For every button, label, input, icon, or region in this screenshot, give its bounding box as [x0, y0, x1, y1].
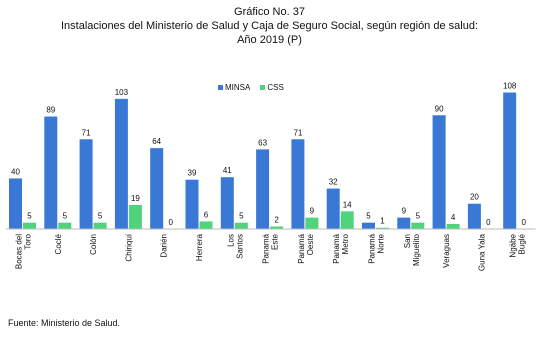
legend-swatch-minsa: [218, 85, 223, 90]
tick-label-veraguas: Veraguas: [442, 234, 451, 268]
data-label-css-panama-metro: 14: [343, 200, 352, 209]
data-label-css-colon: 5: [98, 212, 103, 221]
tick-label-guna-yala: Guna Yala: [477, 233, 486, 271]
data-label-minsa-panama-este: 63: [258, 138, 267, 147]
bar-css-herrera: [199, 221, 213, 229]
legend-swatch-css: [260, 85, 266, 90]
tick-label-cocle: Coclé: [54, 233, 63, 254]
tick-label-panama-oeste: PanamáOeste: [297, 233, 315, 263]
data-label-minsa-veraguas: 90: [435, 104, 444, 113]
bar-css-cocle: [58, 222, 72, 229]
data-label-minsa-panama-norte: 5: [366, 212, 371, 221]
chart-subtitle-year: Año 2019 (P): [237, 34, 302, 46]
bar-minsa-los-santos: [220, 177, 234, 229]
data-label-css-bocas-del-toro: 5: [27, 212, 32, 221]
data-label-minsa-herrera: 39: [188, 169, 197, 178]
chart-subtitle: Instalaciones del Ministerio de Salud y …: [60, 20, 479, 32]
tick-label-san-miguelito: SanMiguelito: [403, 233, 421, 266]
data-label-minsa-panama-metro: 32: [329, 178, 338, 187]
bar-minsa-san-miguelito: [397, 217, 411, 229]
tick-label-panama-este: PanamáEste: [262, 233, 280, 263]
data-label-minsa-cocle: 89: [46, 106, 55, 115]
chart-title: Gráfico No. 37: [234, 6, 305, 18]
data-label-css-chiriqui: 19: [131, 194, 140, 203]
data-label-css-guna-yala: 0: [486, 218, 491, 227]
bar-css-colon: [93, 222, 107, 229]
data-label-css-panama-oeste: 9: [310, 207, 315, 216]
legend-item-minsa: MINSA: [218, 83, 250, 92]
data-label-css-herrera: 6: [204, 210, 209, 219]
bar-minsa-herrera: [185, 179, 199, 229]
tick-label-panama-metro: PanamáMetro: [332, 233, 350, 263]
tick-label-panama-norte: PanamáNorte: [368, 233, 386, 263]
data-label-css-cocle: 5: [63, 212, 68, 221]
bar-minsa-colon: [79, 139, 93, 229]
bar-css-panama-norte: [376, 227, 389, 229]
bar-css-los-santos: [234, 222, 248, 229]
bar-css-panama-este: [270, 226, 284, 229]
tick-label-ngabe-bugle: NgäbeBuglé: [509, 233, 527, 257]
bar-minsa-panama-metro: [326, 188, 340, 229]
bar-css-chiriqui: [128, 204, 142, 229]
data-label-minsa-chiriqui: 103: [115, 88, 129, 97]
tick-label-bocas-del-toro: Bocas delToro: [15, 233, 33, 269]
tick-label-chiriqui: Chiriquí: [124, 233, 133, 261]
data-label-css-darien: 0: [168, 218, 173, 227]
tick-label-los-santos: LosSantos: [226, 234, 244, 259]
data-label-minsa-darien: 64: [152, 137, 161, 146]
bar-minsa-darien: [150, 148, 164, 229]
data-label-css-panama-este: 2: [274, 215, 279, 224]
data-label-css-veraguas: 4: [451, 213, 456, 222]
tick-label-darien: Darién: [160, 234, 169, 258]
bar-minsa-chiriqui: [114, 98, 128, 229]
legend: MINSA CSS: [218, 83, 284, 92]
bar-minsa-panama-oeste: [291, 139, 305, 229]
tick-label-herrera: Herrera: [195, 233, 204, 261]
legend-label-minsa: MINSA: [225, 83, 251, 92]
data-label-minsa-panama-oeste: 71: [293, 128, 302, 137]
bar-minsa-veraguas: [432, 115, 446, 229]
data-label-minsa-san-miguelito: 9: [402, 207, 407, 216]
data-label-minsa-los-santos: 41: [223, 166, 232, 175]
bar-css-bocas-del-toro: [23, 222, 36, 229]
data-label-css-ngabe-bugle: 0: [521, 218, 526, 227]
source-note: Fuente: Ministerio de Salud.: [8, 318, 121, 328]
bar-css-veraguas: [446, 223, 460, 229]
data-label-minsa-colon: 71: [82, 128, 91, 137]
bar-css-panama-oeste: [305, 217, 319, 229]
bar-css-san-miguelito: [411, 222, 425, 229]
bar-minsa-panama-este: [256, 149, 270, 229]
bar-minsa-cocle: [44, 116, 58, 229]
data-label-css-san-miguelito: 5: [416, 212, 421, 221]
data-label-minsa-bocas-del-toro: 40: [11, 167, 20, 176]
legend-item-css: CSS: [260, 83, 284, 92]
bar-minsa-ngabe-bugle: [503, 92, 517, 229]
legend-label-css: CSS: [267, 83, 284, 92]
data-label-css-los-santos: 5: [239, 212, 244, 221]
data-label-minsa-guna-yala: 20: [470, 193, 479, 202]
tick-label-colon: Colón: [89, 234, 98, 255]
bar-css-panama-metro: [340, 211, 354, 229]
data-label-css-panama-norte: 1: [380, 217, 385, 226]
bar-minsa-guna-yala: [467, 203, 481, 229]
bar-minsa-panama-norte: [362, 222, 375, 229]
data-label-minsa-ngabe-bugle: 108: [503, 82, 517, 91]
bar-minsa-bocas-del-toro: [9, 178, 22, 229]
